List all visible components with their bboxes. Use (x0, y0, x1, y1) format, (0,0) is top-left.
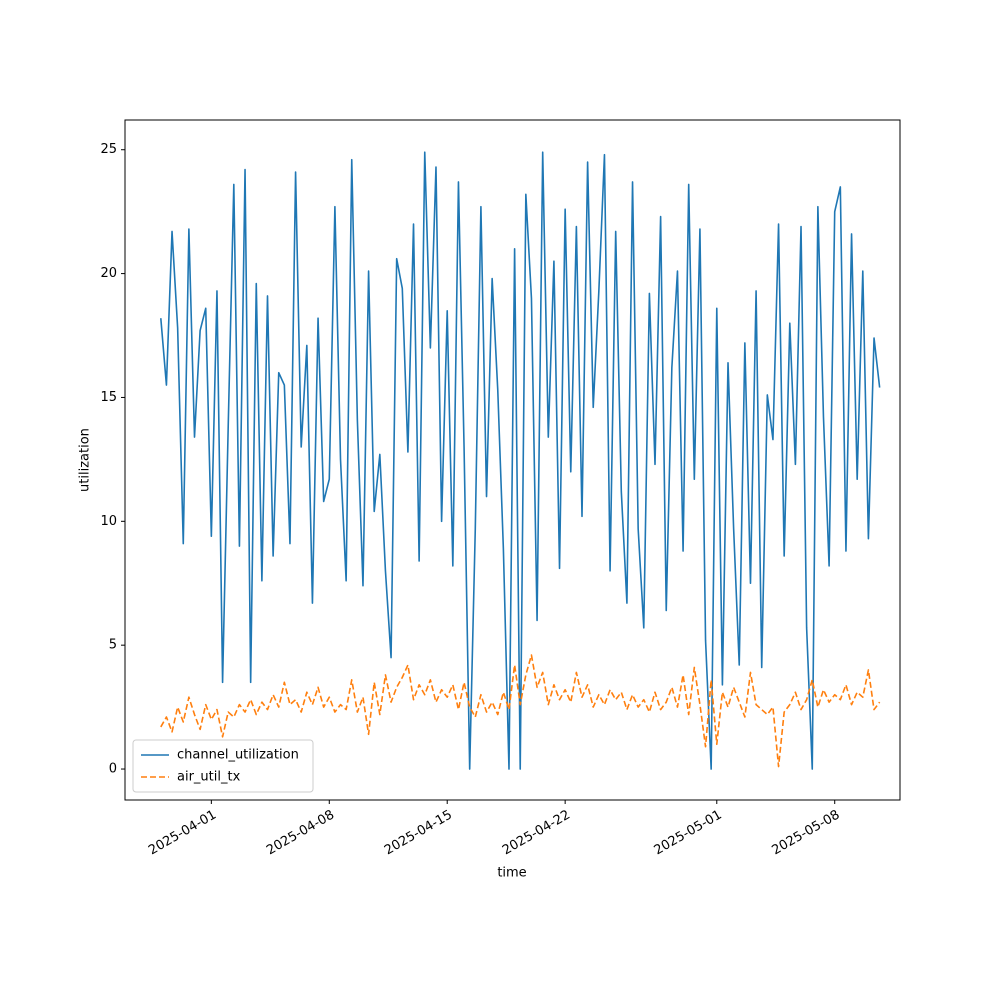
legend-label: channel_utilization (177, 748, 299, 763)
legend-box (132, 739, 314, 793)
y-tick-label: 20 (100, 266, 117, 281)
legend: channel_utilization air_util_tx (132, 739, 314, 793)
plot-frame (124, 119, 901, 801)
legend-label: air_util_tx (177, 770, 241, 785)
y-tick-label: 10 (100, 514, 117, 529)
y-tick-label: 5 (109, 638, 117, 653)
data-line (160, 151, 881, 770)
x-axis-label: time (497, 866, 526, 881)
y-tick-label: 0 (109, 762, 117, 777)
data-line (160, 654, 881, 768)
y-axis-label: utilization (78, 428, 93, 492)
y-tick-label: 15 (100, 390, 117, 405)
y-tick-label: 25 (100, 142, 117, 157)
